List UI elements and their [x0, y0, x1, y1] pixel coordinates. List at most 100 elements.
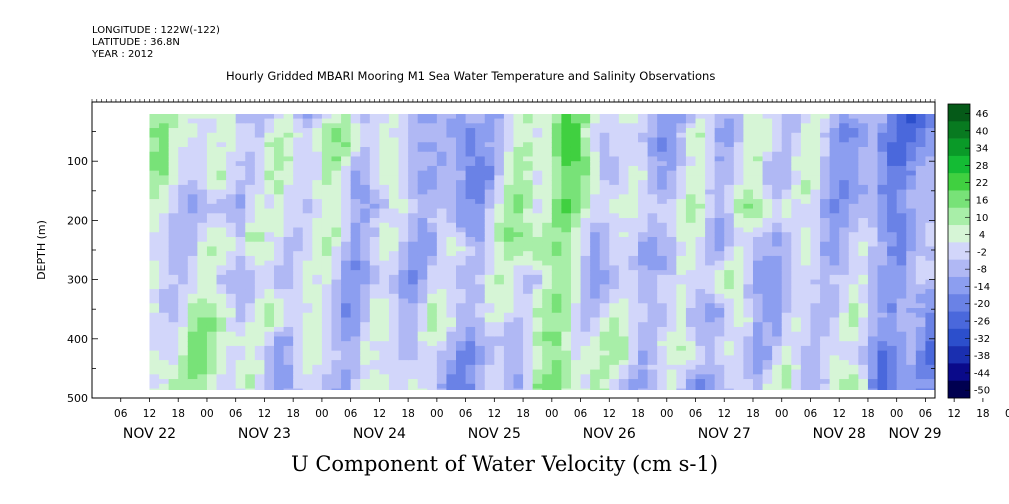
heatmap-cell [743, 255, 754, 262]
heatmap-cell [580, 142, 591, 148]
heatmap-cell [915, 118, 927, 124]
heatmap-cell [800, 260, 812, 266]
heatmap-cell [877, 142, 888, 148]
heatmap-cell [685, 118, 697, 124]
heatmap-cell [159, 123, 170, 129]
heatmap-cell [915, 175, 927, 181]
heatmap-cell [197, 274, 208, 281]
heatmap-cell [714, 222, 725, 229]
heatmap-cell [657, 383, 668, 390]
heatmap-cell [274, 289, 285, 295]
heatmap-cell [274, 180, 285, 186]
heatmap-cell [302, 246, 313, 252]
heatmap-cell [580, 227, 591, 233]
heatmap-cell [197, 203, 208, 210]
heatmap-cell [848, 322, 859, 328]
heatmap-cell [781, 218, 792, 224]
heatmap-cell [360, 322, 371, 328]
heatmap-cell [590, 203, 601, 210]
heatmap-cell [321, 388, 333, 390]
heatmap-cell [206, 246, 218, 252]
heatmap-cell [877, 203, 888, 210]
heatmap-cell [609, 265, 620, 271]
heatmap-cell [820, 170, 831, 177]
heatmap-cell [676, 255, 687, 262]
heatmap-cell [609, 379, 620, 385]
heatmap-cell [446, 364, 457, 371]
heatmap-cell [925, 350, 935, 356]
heatmap-cell [465, 251, 476, 257]
heatmap-cell [417, 274, 428, 281]
heatmap-cell [523, 199, 534, 205]
heatmap-cell [408, 369, 419, 375]
heatmap-cell [762, 142, 773, 148]
heatmap-cell [513, 326, 524, 333]
heatmap-cell [226, 170, 237, 177]
heatmap-cell [523, 308, 534, 314]
heatmap-cell [705, 341, 716, 347]
heatmap-cell [197, 388, 208, 390]
heatmap-cell [551, 274, 562, 281]
heatmap-cell [302, 236, 313, 243]
heatmap-cell [293, 274, 304, 281]
heatmap-cell [465, 374, 476, 380]
heatmap-cell [417, 232, 428, 238]
heatmap-cell [398, 265, 409, 271]
heatmap-cell [465, 161, 476, 167]
heatmap-cell [714, 189, 725, 195]
heatmap-cell [513, 236, 524, 243]
heatmap-cell [408, 151, 419, 158]
heatmap-cell [877, 279, 888, 285]
heatmap-cell [456, 312, 467, 319]
heatmap-cell [791, 232, 802, 238]
heatmap-cell [398, 227, 409, 233]
heatmap-cell [915, 379, 927, 385]
heatmap-cell [475, 142, 486, 148]
heatmap-cell [446, 161, 457, 167]
heatmap-cell [159, 274, 170, 281]
heatmap-cell [724, 383, 735, 390]
heatmap-cell [896, 151, 907, 158]
heatmap-cell [590, 132, 601, 139]
heatmap-cell [561, 265, 572, 271]
heatmap-cell [159, 383, 170, 390]
heatmap-cell [503, 246, 515, 252]
heatmap-cell [503, 232, 515, 238]
heatmap-cell [302, 227, 313, 233]
heatmap-cell [570, 350, 582, 356]
heatmap-cell [494, 383, 505, 390]
heatmap-cell [321, 156, 333, 162]
heatmap-cell [436, 180, 448, 186]
heatmap-cell [867, 369, 879, 375]
heatmap-cell [274, 128, 285, 134]
heatmap-cell [341, 222, 352, 229]
heatmap-cell [628, 137, 639, 143]
heatmap-cell [465, 236, 476, 243]
heatmap-cell [159, 218, 170, 224]
heatmap-cell [197, 180, 208, 186]
heatmap-cell [388, 336, 400, 342]
heatmap-cell [858, 194, 869, 200]
heatmap-cell [752, 236, 764, 243]
heatmap-cell [408, 118, 419, 124]
heatmap-cell [657, 128, 668, 134]
heatmap-cell [408, 232, 419, 238]
heatmap-cell [379, 114, 390, 120]
heatmap-cell [274, 374, 285, 380]
heatmap-cell [331, 189, 342, 195]
heatmap-cell [446, 208, 457, 214]
heatmap-cell [168, 170, 179, 177]
heatmap-cell [149, 255, 160, 262]
heatmap-cell [235, 218, 246, 224]
heatmap-cell [408, 336, 419, 342]
heatmap-cell [599, 142, 610, 148]
heatmap-cell [599, 189, 610, 195]
heatmap-cell [159, 355, 170, 361]
heatmap-cell [867, 289, 879, 295]
heatmap-cell [446, 227, 457, 233]
heatmap-cell [925, 383, 935, 390]
heatmap-cell [925, 170, 935, 177]
heatmap-cell [484, 227, 495, 233]
heatmap-cell [724, 374, 735, 380]
heatmap-cell [197, 255, 208, 262]
